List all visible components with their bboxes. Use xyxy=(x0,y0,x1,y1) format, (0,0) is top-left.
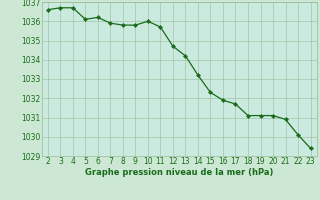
X-axis label: Graphe pression niveau de la mer (hPa): Graphe pression niveau de la mer (hPa) xyxy=(85,168,273,177)
